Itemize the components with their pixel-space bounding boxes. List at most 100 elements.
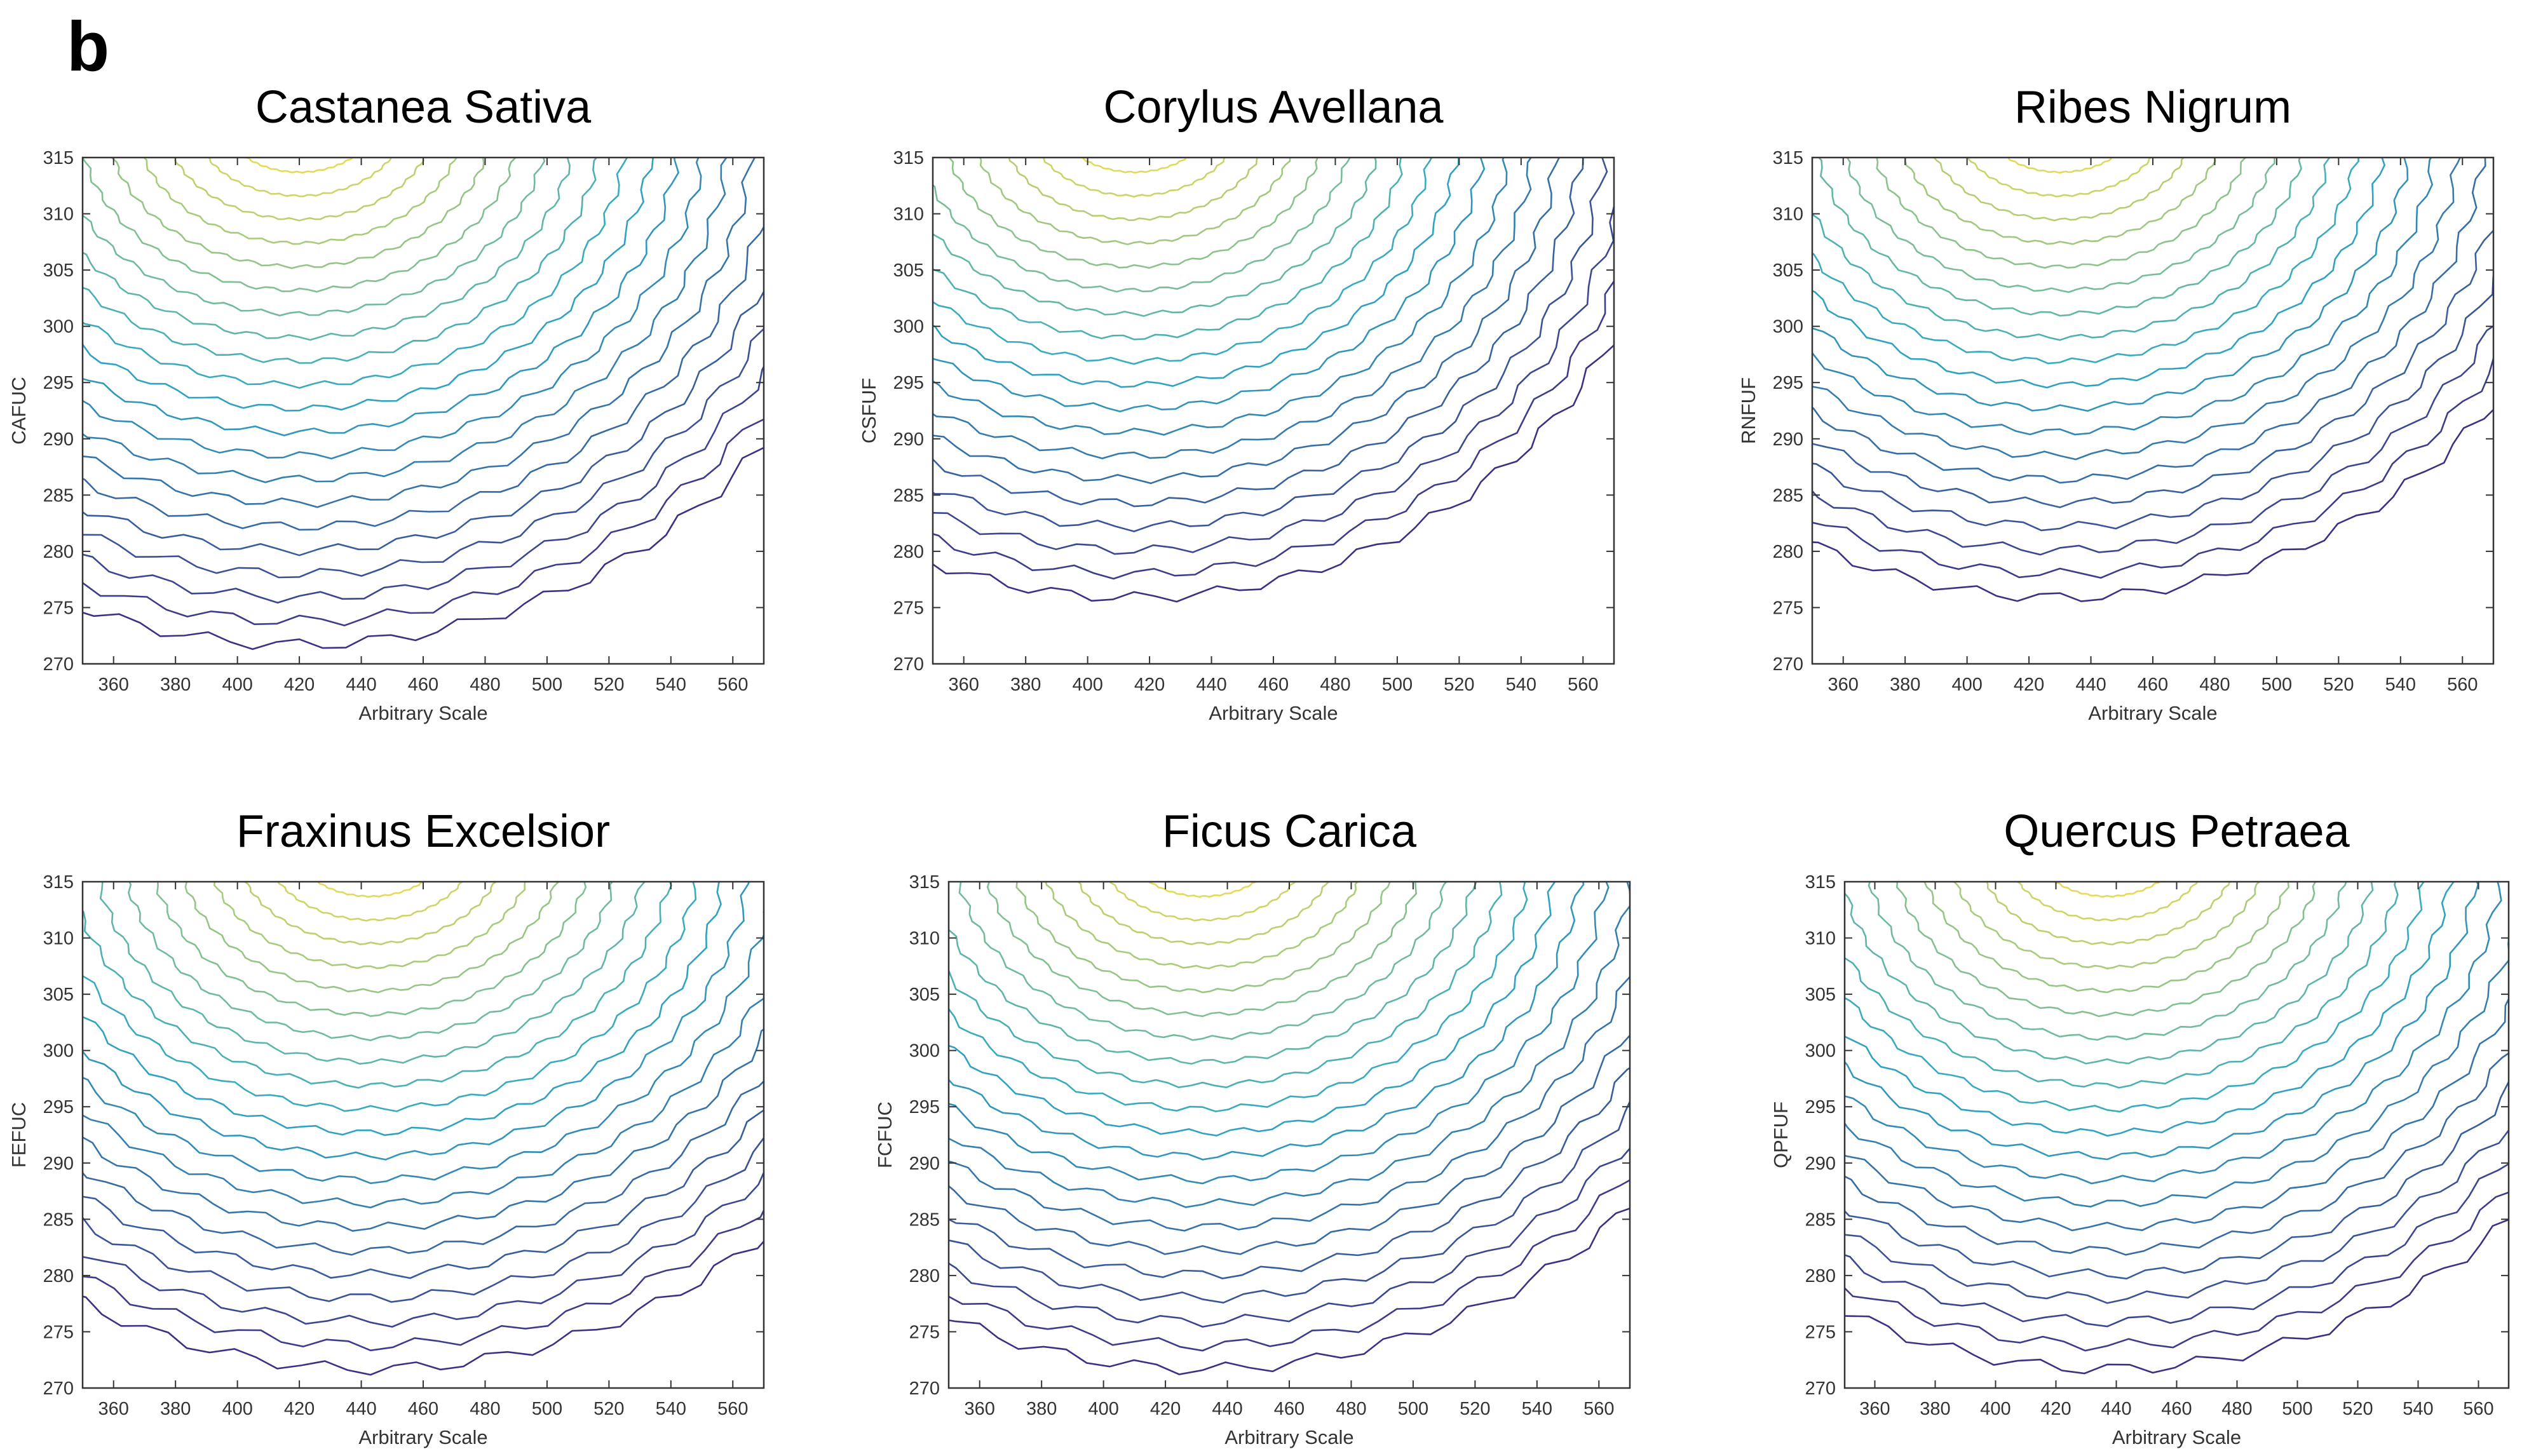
contour-level-3	[1042, 158, 1226, 198]
contour-level-12	[933, 158, 1486, 413]
x-tick-label: 560	[717, 1399, 748, 1419]
y-axis-label: QPFUF	[1770, 1102, 1792, 1168]
contour-level-6	[948, 158, 1319, 269]
contour-lines	[949, 882, 1630, 1375]
contour-level-7	[933, 158, 1352, 293]
y-tick-label: 275	[1773, 598, 1803, 618]
contour-level-18	[949, 1067, 1630, 1279]
contour-level-2	[316, 882, 426, 898]
contour-level-9	[99, 882, 646, 1065]
contour-level-2	[2053, 882, 2161, 898]
contour-level-7	[156, 882, 587, 1017]
x-tick-label: 500	[1398, 1399, 1428, 1419]
contour-level-18	[83, 269, 764, 556]
contour-level-2	[1148, 882, 1258, 898]
y-tick-label: 315	[1773, 148, 1803, 168]
contour-level-8	[933, 158, 1377, 317]
x-tick-label: 400	[222, 1399, 252, 1419]
x-tick-label: 400	[222, 675, 252, 695]
x-tick-label: 540	[2385, 675, 2416, 695]
y-tick-label: 295	[1773, 373, 1803, 393]
contour-level-7	[1895, 882, 2317, 1018]
contour-level-20	[1845, 1163, 2509, 1328]
contour-level-19	[1812, 355, 2493, 579]
contour-level-7	[986, 882, 1418, 1018]
y-tick-label: 290	[43, 1154, 74, 1174]
contour-level-20	[1812, 408, 2493, 602]
x-tick-label: 520	[2323, 675, 2354, 695]
x-tick-label: 500	[2282, 1399, 2312, 1419]
contour-level-12	[83, 158, 654, 412]
x-tick-label: 420	[1150, 1399, 1181, 1419]
chart-title: Fraxinus Excelsior	[236, 806, 610, 857]
contour-level-22	[1845, 1218, 2509, 1375]
x-tick-label: 360	[1828, 675, 1859, 695]
y-tick-label: 290	[909, 1154, 940, 1174]
x-tick-label: 480	[470, 675, 500, 695]
chart-title: Quercus Petraea	[2004, 806, 2350, 857]
contour-level-6	[1015, 882, 1391, 994]
y-tick-label: 295	[43, 1097, 74, 1117]
contour-level-8	[1868, 882, 2347, 1041]
contour-level-6	[111, 158, 485, 269]
x-tick-label: 380	[1920, 1399, 1950, 1419]
x-tick-label: 360	[949, 675, 979, 695]
contour-level-4	[1008, 158, 1258, 222]
y-tick-label: 285	[43, 1210, 74, 1230]
y-tick-label: 270	[909, 1378, 940, 1399]
y-tick-label: 300	[43, 317, 74, 337]
x-tick-label: 520	[2342, 1399, 2373, 1419]
contour-level-4	[1986, 882, 2231, 946]
y-tick-label: 285	[1805, 1210, 1836, 1230]
contour-level-5	[1904, 158, 2216, 245]
contour-level-17	[83, 1080, 764, 1256]
x-tick-label: 440	[346, 675, 376, 695]
y-tick-label: 295	[43, 373, 74, 393]
contour-level-8	[1817, 158, 2302, 317]
contour-lines	[1812, 158, 2493, 602]
y-tick-label: 270	[43, 1378, 74, 1399]
x-tick-label: 540	[1522, 1399, 1552, 1419]
contour-level-12	[1845, 882, 2455, 1137]
contour-level-16	[949, 975, 1630, 1232]
contour-level-11	[1845, 882, 2425, 1113]
contour-level-22	[83, 1240, 764, 1376]
y-tick-label: 290	[1805, 1154, 1836, 1174]
y-tick-label: 305	[1773, 260, 1803, 281]
contour-level-21	[1845, 1191, 2509, 1352]
y-tick-label: 280	[43, 542, 74, 562]
contour-level-12	[1812, 158, 2409, 412]
y-tick-label: 290	[1773, 429, 1803, 450]
x-tick-label: 520	[1460, 1399, 1490, 1419]
contour-level-11	[1812, 158, 2386, 389]
x-tick-label: 480	[2199, 675, 2230, 695]
y-tick-label: 305	[43, 260, 74, 281]
contour-panel-ribes-nigrum: Ribes Nigrum 360 380 400 420 440 460 480 500 520 5…	[1737, 82, 2495, 724]
chart-title: Ribes Nigrum	[2014, 82, 2291, 133]
contour-level-15	[83, 997, 764, 1209]
x-tick-label: 380	[160, 1399, 191, 1419]
y-tick-label: 270	[1773, 654, 1803, 675]
contour-level-14	[1812, 158, 2462, 461]
y-axis-label: CAFUC	[8, 377, 30, 445]
y-tick-label: 275	[43, 598, 74, 618]
chart-title: Castanea Sativa	[255, 82, 592, 133]
x-tick-label: 520	[593, 1399, 624, 1419]
contour-level-11	[83, 882, 697, 1112]
contour-level-3	[277, 882, 464, 922]
y-tick-label: 285	[909, 1210, 940, 1230]
x-axis-label: Arbitrary Scale	[358, 1426, 487, 1448]
y-tick-label: 305	[1805, 985, 1836, 1005]
contour-level-14	[1845, 882, 2502, 1185]
contour-level-3	[207, 158, 392, 198]
y-tick-label: 290	[893, 429, 924, 450]
x-tick-label: 400	[1951, 675, 1982, 695]
panel-label: b	[67, 8, 110, 86]
x-tick-label: 460	[2138, 675, 2168, 695]
contour-level-18	[1812, 325, 2493, 556]
contour-level-3	[1108, 882, 1297, 922]
chart-title: Ficus Carica	[1162, 806, 1417, 857]
y-tick-label: 310	[1773, 205, 1803, 225]
contour-level-15	[933, 158, 1561, 485]
